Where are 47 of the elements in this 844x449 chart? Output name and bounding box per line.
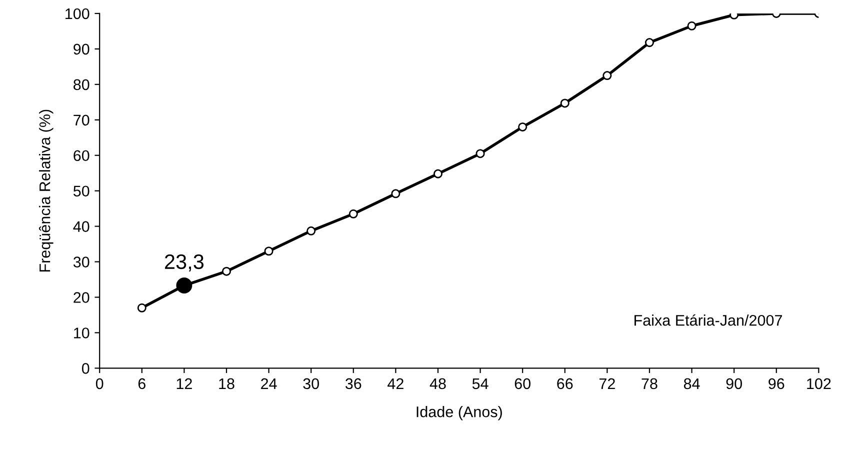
point <box>433 169 442 178</box>
point <box>518 122 528 132</box>
x-tick-label: 48 <box>430 378 446 390</box>
point <box>137 303 146 312</box>
point <box>306 226 316 236</box>
y-tick-label: 60 <box>74 150 90 162</box>
x-tick-label: 72 <box>599 378 615 389</box>
y-tick-label: 0 <box>82 363 90 374</box>
point <box>644 38 654 48</box>
x-tick-label: 54 <box>472 378 488 390</box>
point <box>391 189 400 198</box>
point <box>560 98 570 108</box>
annotation: Faixa Etária-Jan/2007 <box>634 314 782 326</box>
data-label: 23,3 <box>164 254 204 272</box>
y-tick-label: 80 <box>74 79 90 90</box>
point <box>264 246 274 256</box>
point <box>176 278 192 294</box>
x-tick-label: 96 <box>768 378 784 390</box>
x-tick-label: 78 <box>642 378 658 390</box>
point <box>222 266 232 276</box>
y-tick-label: 70 <box>74 114 90 126</box>
x-tick-label: 102 <box>807 378 831 390</box>
y-tick-label: 10 <box>74 328 90 338</box>
y-tick-label: 40 <box>73 221 90 232</box>
x-axis-title: Idade (Anos) <box>416 406 502 420</box>
x-tick-label: 0 <box>96 378 104 390</box>
y-axis-title: Freqüência Relativa (%) <box>38 110 54 272</box>
y-tick-label: 30 <box>73 256 90 268</box>
x-tick-label: 30 <box>303 378 319 390</box>
x-tick-label: 6 <box>138 378 146 390</box>
point <box>602 71 612 80</box>
x-tick-label: 12 <box>176 378 192 389</box>
y-tick-label: 50 <box>73 186 90 197</box>
y-tick-label: 90 <box>74 44 90 55</box>
x-tick-label: 60 <box>514 378 530 390</box>
y-tick-label: 100 <box>66 8 90 20</box>
x-tick-label: 24 <box>261 378 277 389</box>
y-tick-label: 20 <box>74 292 90 303</box>
x-tick-label: 18 <box>219 378 234 390</box>
x-tick-label: 84 <box>684 378 700 390</box>
x-tick-label: 66 <box>557 378 573 390</box>
x-tick-label: 36 <box>345 378 362 390</box>
point <box>476 149 485 158</box>
x-tick-label: 90 <box>726 378 742 390</box>
point <box>348 209 358 218</box>
x-tick-label: 42 <box>388 378 404 389</box>
point <box>687 21 696 30</box>
